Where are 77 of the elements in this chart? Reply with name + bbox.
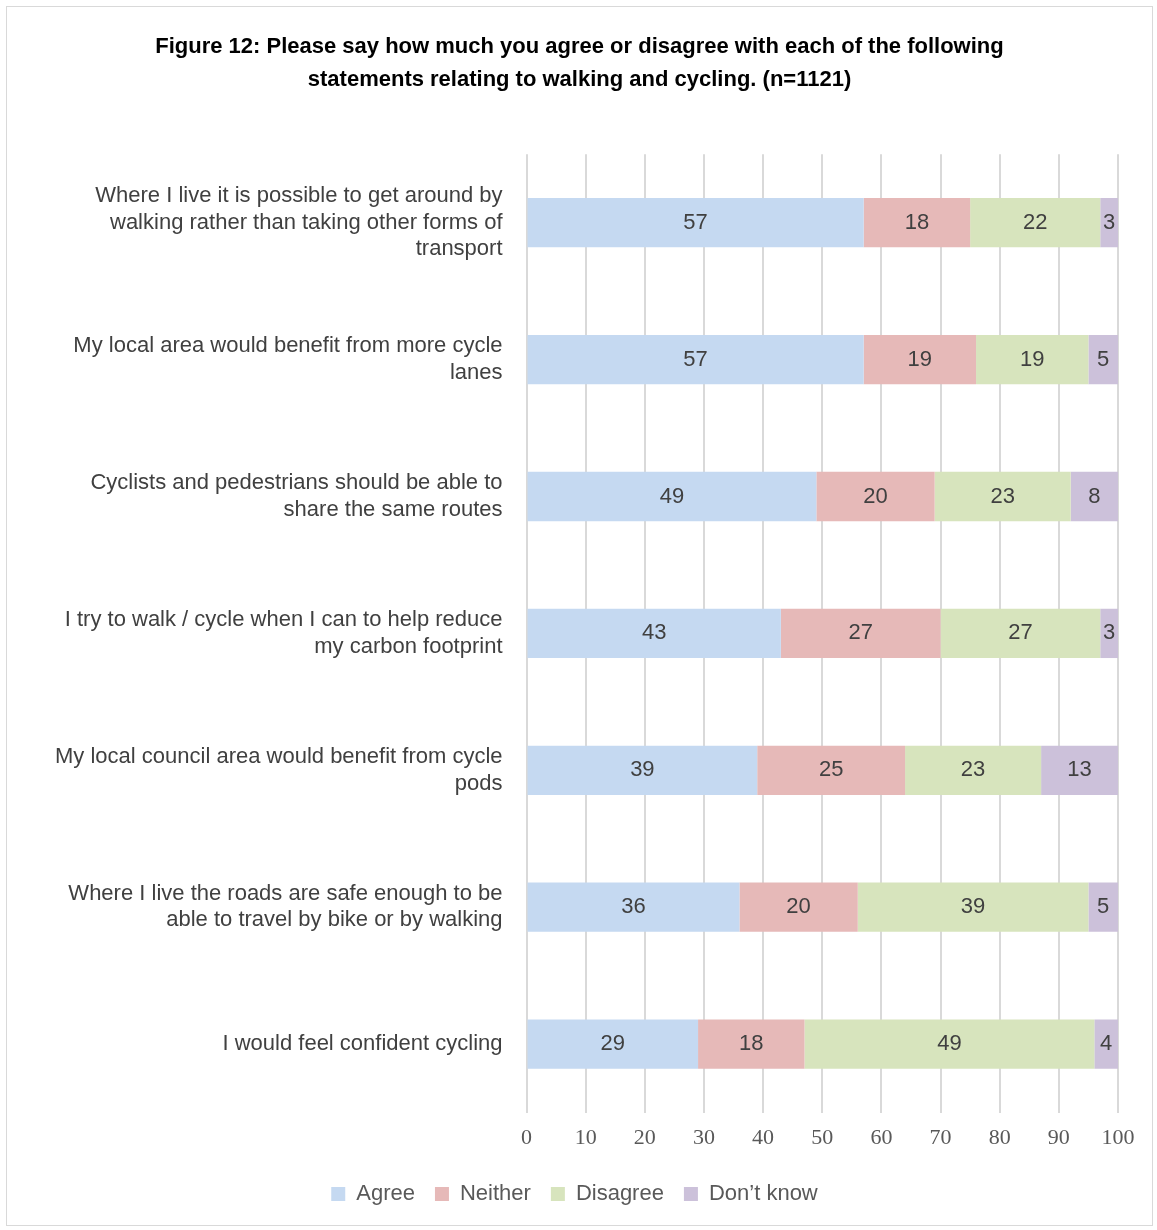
legend-label: Neither	[459, 1180, 531, 1206]
y-tick-label: My local council area would benefit from cycle pods	[55, 743, 503, 795]
bar	[940, 608, 1101, 659]
data-label: 18	[904, 208, 930, 234]
bar	[527, 1019, 699, 1069]
legend-label: Agree	[356, 1180, 415, 1206]
y-tick-label: Where I live it is possible to get around by walking rather than taking other forms of transport	[95, 182, 504, 261]
data-label: 20	[863, 482, 888, 508]
x-tick-label: 0	[521, 1123, 533, 1149]
x-tick-label: 10	[574, 1123, 597, 1149]
bar	[970, 198, 1101, 248]
data-label: 19	[1019, 345, 1045, 371]
bar	[1088, 334, 1118, 385]
data-label: 18	[739, 1030, 764, 1056]
data-label: 20	[786, 893, 811, 919]
bar	[527, 471, 817, 522]
data-label: 23	[960, 756, 986, 782]
data-label: 43	[641, 619, 667, 645]
x-tick-label: 60	[870, 1123, 893, 1149]
data-label: 49	[937, 1030, 962, 1056]
x-tick-label: 50	[811, 1123, 834, 1149]
x-tick-label: 40	[752, 1123, 775, 1149]
data-label: 25	[818, 756, 844, 782]
bar	[863, 334, 977, 385]
data-label: 8	[1088, 482, 1101, 508]
data-label: 27	[1008, 619, 1033, 645]
bar	[816, 471, 935, 522]
bar	[1070, 471, 1118, 522]
bar	[1094, 1019, 1118, 1069]
data-label: 23	[990, 482, 1015, 508]
bar	[863, 198, 971, 248]
data-label: 19	[907, 345, 933, 371]
bar	[934, 471, 1071, 522]
x-tick-label: 90	[1047, 1123, 1070, 1149]
x-tick-label: 100	[1101, 1123, 1135, 1149]
bar	[757, 745, 906, 795]
bar	[1088, 882, 1118, 932]
bar	[527, 198, 864, 248]
data-label: 57	[683, 345, 708, 371]
bar	[1041, 745, 1118, 795]
data-label: 13	[1067, 756, 1092, 782]
data-label: 39	[960, 893, 986, 919]
legend-label: Don’t know	[708, 1180, 818, 1206]
bar	[739, 882, 858, 932]
y-tick-label: My local area would benefit from more cycle lanes	[73, 332, 503, 384]
y-tick-label: I try to walk / cycle when I can to help reduce my carbon footprint	[64, 606, 503, 658]
data-label: 29	[600, 1030, 626, 1056]
bar	[804, 1019, 1095, 1069]
bar	[527, 882, 740, 932]
data-label: 49	[659, 482, 685, 508]
data-label: 36	[621, 893, 646, 919]
y-tick-label: I would feel confident cycling	[222, 1030, 503, 1056]
data-label: 3	[1103, 619, 1116, 645]
bar	[976, 334, 1089, 385]
legend-label: Disagree	[575, 1180, 664, 1206]
x-tick-label: 20	[633, 1123, 656, 1149]
bar	[905, 745, 1042, 795]
data-label: 5	[1097, 345, 1110, 371]
bar	[527, 608, 781, 659]
bar	[780, 608, 941, 659]
data-label: 5	[1097, 893, 1110, 919]
data-label: 22	[1022, 208, 1048, 234]
bar	[527, 334, 864, 385]
bar	[698, 1019, 805, 1069]
x-tick-label: 30	[692, 1123, 715, 1149]
x-tick-label: 80	[988, 1123, 1011, 1149]
bar	[857, 882, 1089, 932]
y-tick-label: Cyclists and pedestrians should be able to share the same routes	[90, 469, 503, 521]
bar	[527, 745, 758, 795]
y-tick-label: Where I live the roads are safe enough to be able to travel by bike or by walking	[68, 880, 503, 932]
x-tick-label: 70	[929, 1123, 952, 1149]
data-label: 39	[630, 756, 655, 782]
data-label: 57	[683, 208, 708, 234]
data-label: 4	[1100, 1030, 1113, 1056]
data-label: 27	[848, 619, 873, 645]
chart-title: Figure 12: Please say how much you agree or disagree with each of the following statements relating to walking and cycling. (n=1121)	[154, 32, 1005, 93]
data-label: 3	[1103, 208, 1116, 234]
